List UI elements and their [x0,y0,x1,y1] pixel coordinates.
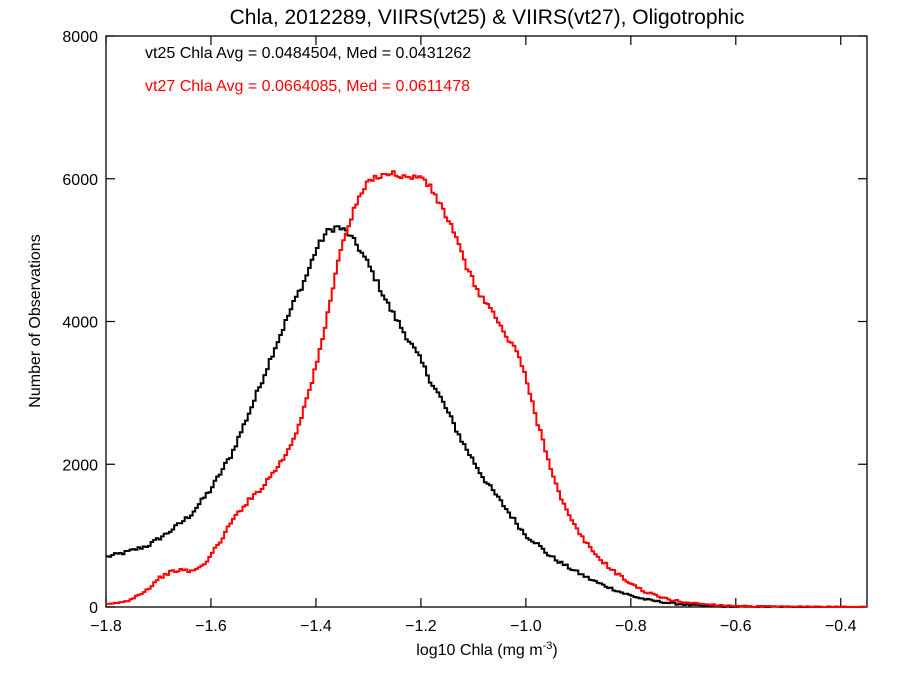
x-axis-label: log10 Chla (mg m-3) [416,640,557,659]
x-tick-label: −1.8 [90,618,122,635]
x-tick-label: −0.8 [615,618,647,635]
plot-frame [105,35,868,608]
x-tick-label: −0.6 [720,618,752,635]
histogram-series-0 [106,225,867,608]
x-tick-label: −1.2 [405,618,437,635]
y-tick-label: 4000 [62,315,98,332]
y-axis-label: Number of Observations [27,234,44,407]
x-tick-label: −1.4 [300,618,332,635]
x-axis-label-main: log10 Chla (mg m [416,642,542,659]
chart-title: Chla, 2012289, VIIRS(vt25) & VIIRS(vt27)… [230,6,745,29]
axis-tick-labels: −1.8 −1.6 −1.4 −1.2 −1.0 −0.8 −0.6 −0.4 0 2000 400… [62,29,856,635]
x-tick-label: −0.4 [825,618,857,635]
y-tick-label: 6000 [62,172,98,189]
annotation-vt27: vt27 Chla Avg = 0.0664085, Med = 0.06114… [145,78,470,95]
series-layer [106,170,867,608]
y-tick-label: 0 [89,600,98,617]
x-tick-label: −1.0 [510,618,542,635]
y-tick-label: 8000 [62,29,98,46]
x-axis-label-superscript: -3 [543,640,553,652]
x-tick-label: −1.6 [195,618,227,635]
y-tick-label: 2000 [62,457,98,474]
axis-ticks [105,35,867,608]
histogram-series-1 [106,170,867,608]
x-axis-label-end: ) [552,642,557,659]
annotation-vt25: vt25 Chla Avg = 0.0484504, Med = 0.04312… [145,45,471,62]
